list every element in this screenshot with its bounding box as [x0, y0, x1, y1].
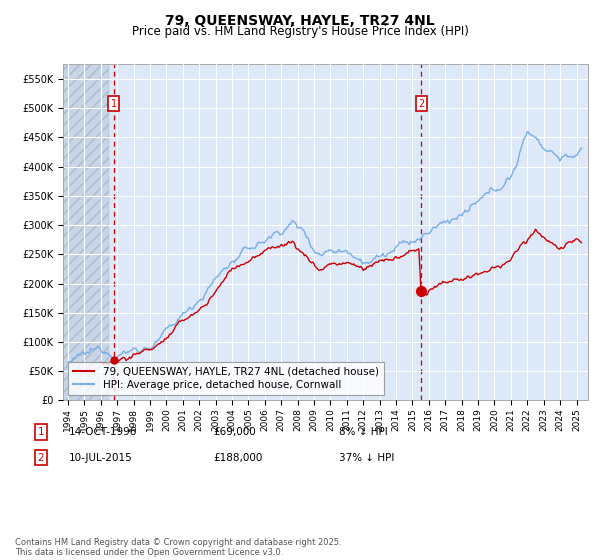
Text: 2: 2	[37, 452, 44, 463]
Text: £69,000: £69,000	[213, 427, 256, 437]
Text: Price paid vs. HM Land Registry's House Price Index (HPI): Price paid vs. HM Land Registry's House …	[131, 25, 469, 38]
Text: 37% ↓ HPI: 37% ↓ HPI	[339, 452, 394, 463]
Bar	[63, 64, 109, 400]
Text: 2: 2	[418, 99, 424, 109]
Text: 1: 1	[110, 99, 117, 109]
Text: 10-JUL-2015: 10-JUL-2015	[69, 452, 133, 463]
Text: £188,000: £188,000	[213, 452, 262, 463]
Text: 1: 1	[37, 427, 44, 437]
Legend: 79, QUEENSWAY, HAYLE, TR27 4NL (detached house), HPI: Average price, detached ho: 79, QUEENSWAY, HAYLE, TR27 4NL (detached…	[68, 362, 384, 395]
Text: 79, QUEENSWAY, HAYLE, TR27 4NL: 79, QUEENSWAY, HAYLE, TR27 4NL	[165, 14, 435, 28]
Text: 8% ↓ HPI: 8% ↓ HPI	[339, 427, 388, 437]
Text: Contains HM Land Registry data © Crown copyright and database right 2025.
This d: Contains HM Land Registry data © Crown c…	[15, 538, 341, 557]
Text: 14-OCT-1996: 14-OCT-1996	[69, 427, 137, 437]
